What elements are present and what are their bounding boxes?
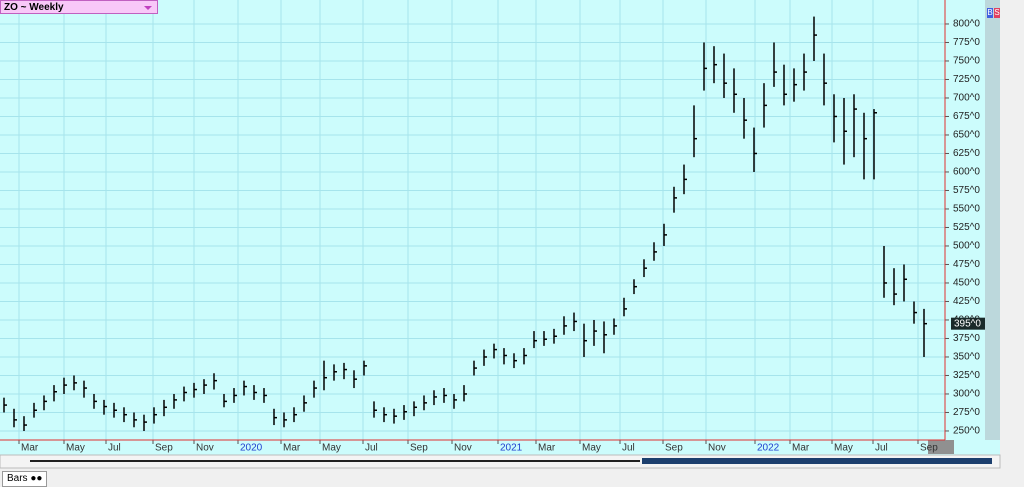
x-tick-label: Jul <box>875 443 888 454</box>
last-price-label: 395^0 <box>954 318 981 329</box>
x-tick-label: 2021 <box>500 443 523 454</box>
x-tick-label: Jul <box>108 443 121 454</box>
y-tick-label: 750^0 <box>953 56 980 67</box>
last-price-box <box>951 317 985 330</box>
x-tick-label: Nov <box>454 443 472 454</box>
axis-corner <box>928 440 954 454</box>
y-tick-label: 550^0 <box>953 204 980 215</box>
x-tick-label: Mar <box>283 443 301 454</box>
y-tick-label: 275^0 <box>953 407 980 418</box>
y-tick-label: 450^0 <box>953 278 980 289</box>
symbol-dropdown[interactable]: ZO ~ Weekly <box>0 0 158 14</box>
y-tick-label: 700^0 <box>953 93 980 104</box>
x-tick-label: Mar <box>538 443 556 454</box>
x-tick-label: 2022 <box>757 443 780 454</box>
y-tick-label: 475^0 <box>953 259 980 270</box>
y-tick-label: 800^0 <box>953 19 980 30</box>
x-tick-label: May <box>582 443 601 454</box>
x-tick-label: May <box>66 443 85 454</box>
price-scrollbar[interactable] <box>985 0 1000 440</box>
y-tick-label: 425^0 <box>953 296 980 307</box>
tab-label: Bars <box>7 473 28 484</box>
x-tick-label: Sep <box>665 443 683 454</box>
x-tick-label: Jul <box>622 443 635 454</box>
y-tick-label: 600^0 <box>953 167 980 178</box>
y-tick-label: 375^0 <box>953 333 980 344</box>
x-tick-label: Sep <box>920 443 938 454</box>
y-tick-label: 650^0 <box>953 130 980 141</box>
y-tick-label: 525^0 <box>953 222 980 233</box>
y-tick-label: 575^0 <box>953 185 980 196</box>
y-tick-label: 725^0 <box>953 74 980 85</box>
x-tick-label: Nov <box>196 443 214 454</box>
y-tick-label: 350^0 <box>953 352 980 363</box>
x-tick-label: May <box>322 443 341 454</box>
x-tick-label: Mar <box>21 443 39 454</box>
x-tick-label: Sep <box>155 443 173 454</box>
x-tick-label: 2020 <box>240 443 263 454</box>
x-tick-label: May <box>834 443 853 454</box>
x-tick-label: Jul <box>365 443 378 454</box>
y-tick-label: 675^0 <box>953 111 980 122</box>
chart: 250^0275^0300^0325^0350^0375^0400^0425^0… <box>0 0 1024 470</box>
sell-button[interactable]: S <box>994 8 1000 18</box>
y-tick-label: 325^0 <box>953 370 980 381</box>
x-tick-label: Sep <box>410 443 428 454</box>
y-tick-label: 300^0 <box>953 389 980 400</box>
x-tick-label: Nov <box>708 443 726 454</box>
y-tick-label: 625^0 <box>953 148 980 159</box>
scroll-thumb[interactable] <box>642 458 992 464</box>
buy-button[interactable]: B <box>987 8 993 18</box>
side-panel <box>1000 0 1024 470</box>
y-tick-label: 775^0 <box>953 37 980 48</box>
bars-tab[interactable]: Bars ●● <box>2 471 48 487</box>
y-tick-label: 500^0 <box>953 241 980 252</box>
x-tick-label: Mar <box>792 443 810 454</box>
y-tick-label: 250^0 <box>953 426 980 437</box>
